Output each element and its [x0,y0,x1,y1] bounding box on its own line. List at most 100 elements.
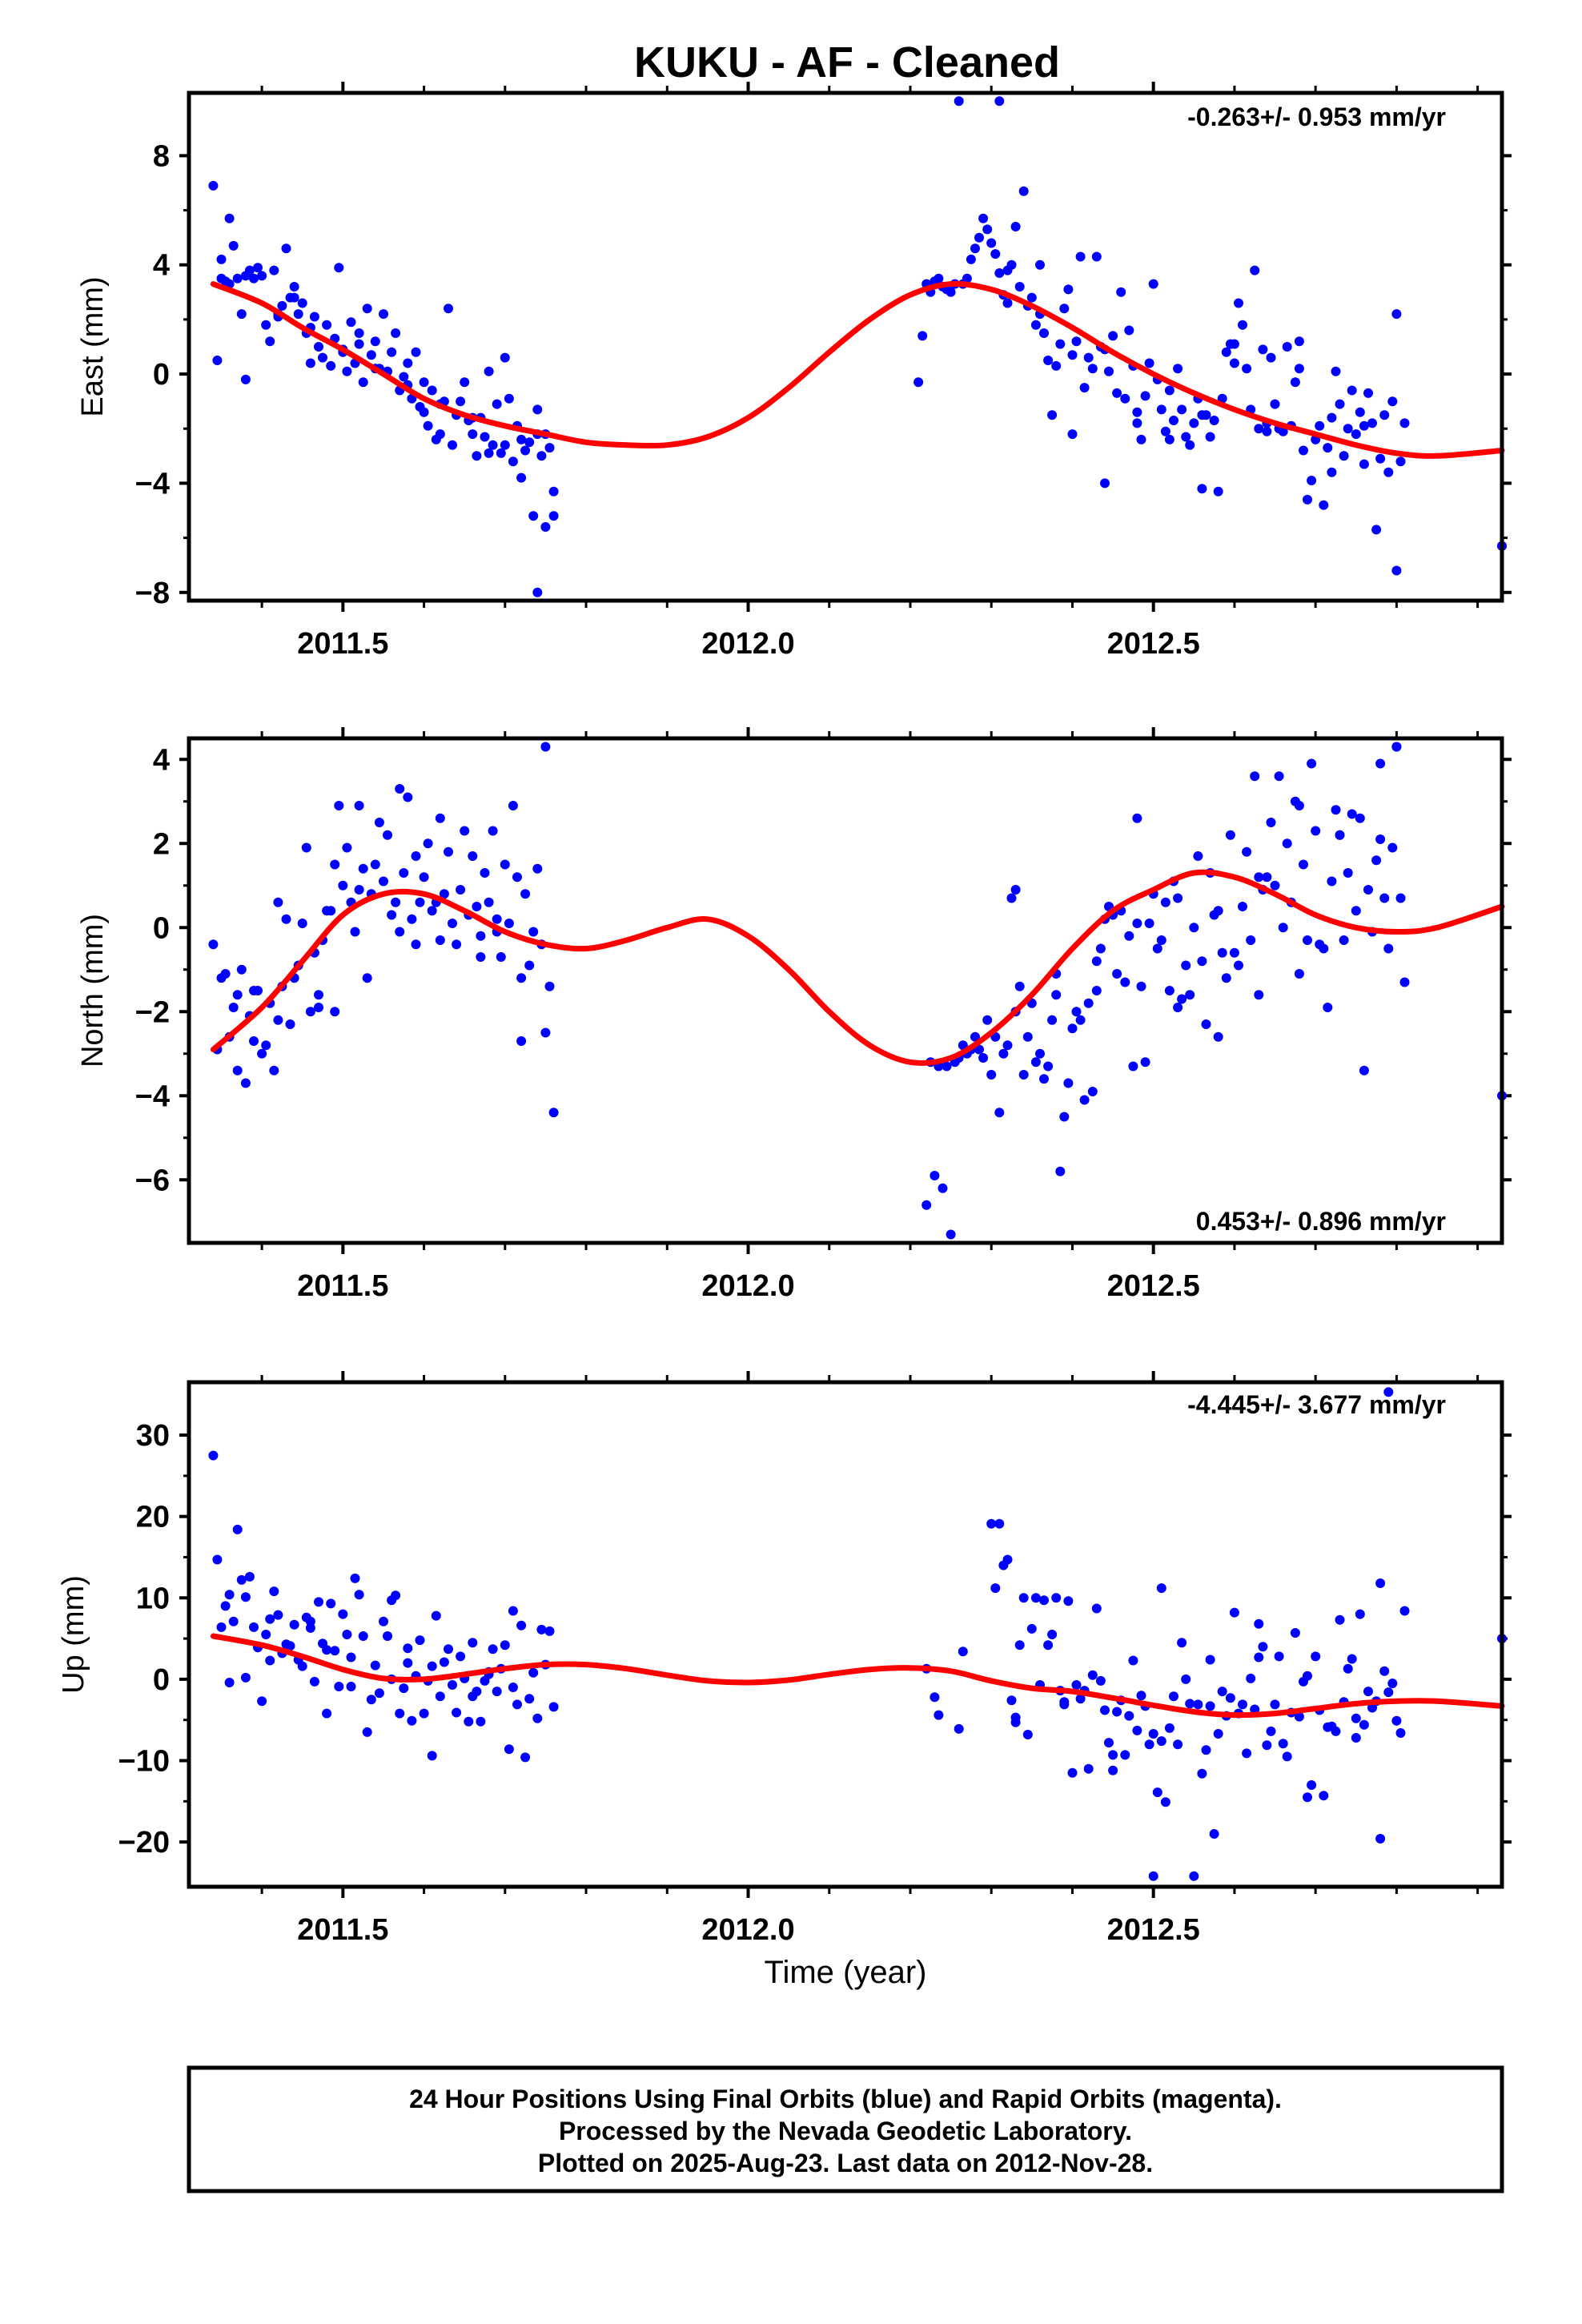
north-data-point [1299,859,1308,870]
north-data-point [540,1027,551,1038]
east-data-point [994,96,1005,107]
east-data-point [1047,410,1058,420]
north-data-point [1030,1057,1041,1068]
east-x-tick-label: 2012.0 [701,627,794,661]
north-data-point [411,939,421,950]
up-data-point [265,1614,275,1624]
up-data-point [244,1571,255,1582]
up-data-point [322,1708,332,1719]
east-data-point [484,366,494,376]
east-data-point [913,377,924,388]
north-data-point [1294,969,1304,979]
east-panel: −8 −4 0 4 8 2011.5 2012.0 2012.5 East (mm) -0.2… [76,82,1512,661]
north-data-point [419,872,429,883]
north-data-point [1242,846,1252,857]
up-data-point [1303,1671,1312,1681]
north-data-point [938,1183,948,1193]
north-data-point [456,885,466,895]
north-data-point [350,927,360,937]
up-data-point [1030,1593,1041,1603]
up-data-point [289,1619,299,1630]
north-data-point [1307,758,1317,769]
east-data-point [532,587,543,597]
east-data-point [1067,429,1078,440]
east-y-tick-label: 4 [153,249,170,283]
up-data-point [1205,1701,1215,1711]
east-data-point [524,437,535,448]
east-data-point [1327,412,1337,423]
east-data-point [334,263,344,273]
up-data-point [1071,1680,1082,1690]
up-data-point [383,1631,392,1641]
up-data-point [1266,1726,1276,1736]
north-data-point [1051,990,1062,1000]
east-data-point [532,404,543,415]
up-data-point [1383,1687,1394,1698]
east-data-point [1039,328,1049,338]
up-data-point [346,1682,356,1691]
north-data-point [946,1229,956,1240]
north-data-point [974,1044,984,1055]
up-data-point [1022,1730,1033,1739]
east-data-point [236,309,247,320]
east-data-point [318,352,327,363]
up-data-point [399,1683,409,1694]
east-y-tick-label: 8 [153,139,170,173]
up-data-point [1185,1699,1195,1709]
up-data-point [326,1598,336,1609]
up-data-point [1351,1733,1361,1743]
east-data-point [1355,407,1365,417]
up-data-point [1148,1871,1158,1881]
up-data-point [212,1554,223,1565]
east-data-point [1359,459,1369,469]
east-data-point [346,317,356,328]
up-data-point [1399,1606,1410,1616]
north-data-point [1132,919,1142,928]
north-data-point [305,1007,315,1017]
east-data-point [1254,424,1264,434]
north-data-point [528,927,539,937]
north-data-point [1266,818,1276,827]
east-x-tick-label: 2011.5 [297,627,388,661]
north-data-point [496,952,506,962]
north-data-point [435,813,445,823]
east-data-point [1399,418,1410,428]
up-data-point [1209,1829,1219,1839]
up-data-point [305,1622,315,1633]
east-data-point [1120,393,1130,404]
north-data-point [297,919,307,928]
north-data-point [391,897,401,907]
up-data-point [224,1590,235,1600]
east-y-tick-label: 0 [153,358,170,392]
north-data-point [314,1003,323,1012]
up-data-point [358,1631,368,1641]
east-data-point [1160,426,1170,436]
north-data-point [1282,838,1292,849]
up-data-point [508,1606,518,1616]
east-data-point [1258,344,1268,355]
north-data-point [1311,826,1321,836]
up-data-point [1189,1871,1199,1881]
north-model-line [210,869,1505,1066]
up-data-point [1181,1674,1191,1684]
footer-line-3: Plotted on 2025-Aug-23. Last data on 201… [538,2149,1153,2177]
east-data-point [358,377,368,388]
up-data-point [930,1692,940,1703]
north-data-point [395,784,405,794]
east-data-point [427,385,437,396]
up-y-axis-label: Up (mm) [57,1575,90,1694]
north-data-point [1217,947,1227,958]
north-data-point [342,842,352,853]
north-data-point [1254,872,1264,883]
up-data-point [1173,1739,1183,1750]
north-data-point [411,851,421,861]
up-data-point [544,1626,555,1636]
north-data-point [399,868,409,878]
east-data-point [1197,484,1207,494]
north-data-point [1387,842,1398,853]
north-data-point [1035,1048,1045,1059]
east-data-point [500,440,510,450]
north-data-point [1359,1065,1369,1076]
north-y-tick-label: −4 [135,1080,170,1113]
north-data-point [1229,947,1239,958]
